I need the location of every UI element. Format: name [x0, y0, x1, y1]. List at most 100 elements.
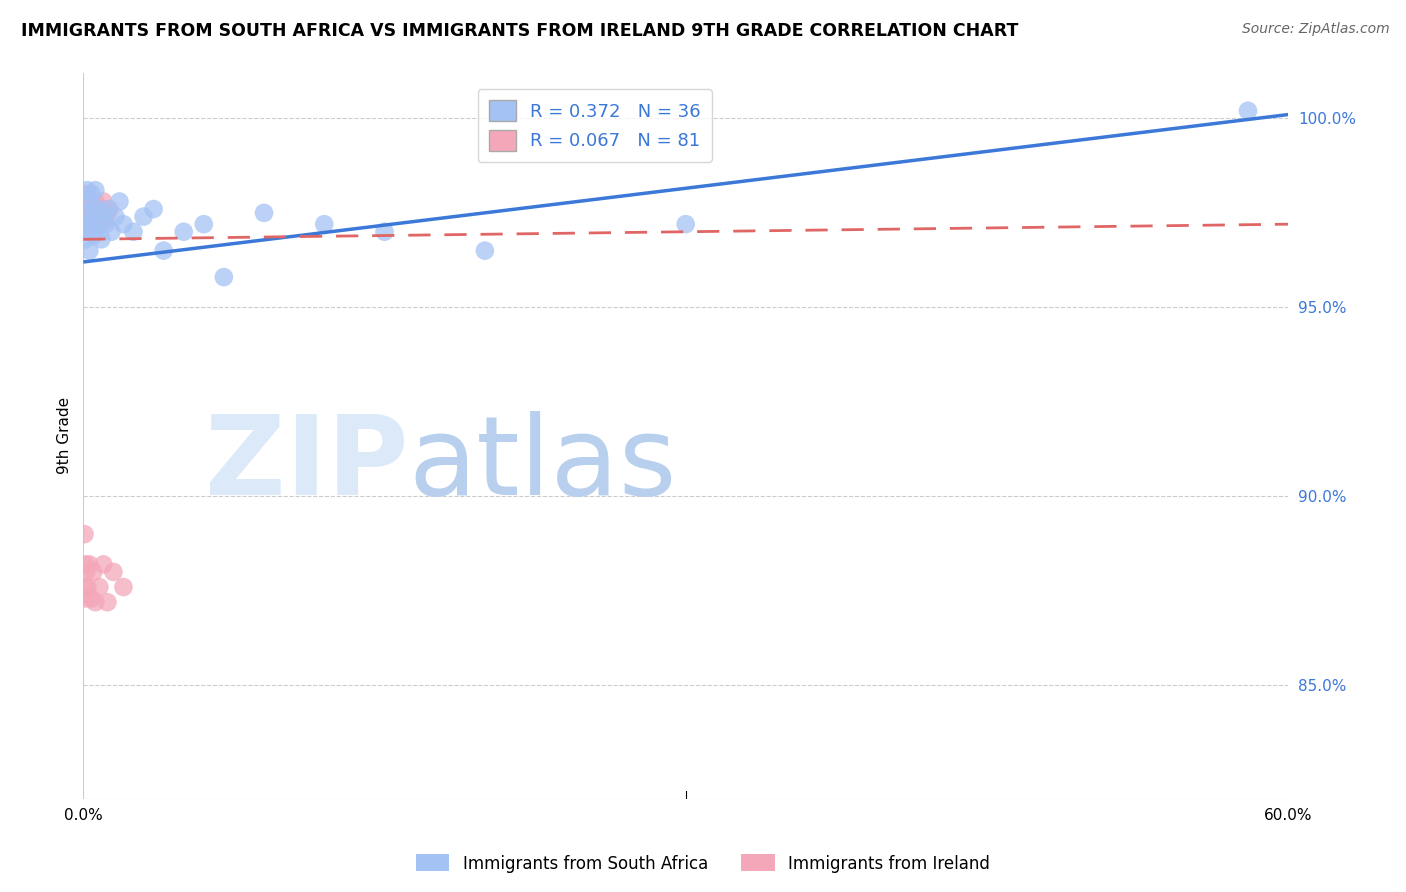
- Point: [76, 225, 98, 239]
- Point: [76, 202, 98, 216]
- Point: [79, 206, 101, 220]
- Point: [75, 591, 97, 606]
- Point: [75, 213, 97, 227]
- Point: [73, 213, 96, 227]
- Point: [73, 194, 96, 209]
- Point: [89, 217, 111, 231]
- Point: [75, 213, 97, 227]
- Legend: R = 0.372   N = 36, R = 0.067   N = 81: R = 0.372 N = 36, R = 0.067 N = 81: [478, 89, 711, 161]
- Point: [108, 194, 131, 209]
- Point: [90, 232, 112, 246]
- Point: [76, 206, 98, 220]
- Point: [104, 210, 127, 224]
- Point: [79, 202, 101, 216]
- Point: [73, 213, 96, 227]
- Point: [103, 565, 125, 579]
- Point: [80, 194, 103, 209]
- Text: atlas: atlas: [409, 411, 678, 518]
- Point: [75, 202, 97, 216]
- Point: [75, 194, 97, 209]
- Text: IMMIGRANTS FROM SOUTH AFRICA VS IMMIGRANTS FROM IRELAND 9TH GRADE CORRELATION CH: IMMIGRANTS FROM SOUTH AFRICA VS IMMIGRAN…: [21, 22, 1018, 40]
- Point: [82, 565, 104, 579]
- Point: [76, 194, 98, 209]
- Point: [73, 186, 96, 201]
- Point: [75, 206, 97, 220]
- Point: [96, 595, 118, 609]
- Point: [93, 206, 115, 220]
- Point: [122, 225, 145, 239]
- Point: [76, 206, 98, 220]
- Point: [75, 202, 97, 216]
- Text: Source: ZipAtlas.com: Source: ZipAtlas.com: [1241, 22, 1389, 37]
- Point: [75, 194, 97, 209]
- Point: [73, 217, 96, 231]
- Point: [89, 580, 111, 594]
- Point: [82, 202, 104, 216]
- Point: [82, 206, 104, 220]
- Point: [76, 202, 98, 216]
- Point: [86, 202, 108, 216]
- Point: [76, 580, 98, 594]
- Point: [84, 183, 107, 197]
- Point: [96, 206, 118, 220]
- Point: [96, 202, 118, 216]
- Point: [75, 206, 97, 220]
- Point: [142, 202, 165, 216]
- Point: [76, 206, 98, 220]
- Point: [73, 202, 96, 216]
- Text: ZIP: ZIP: [205, 411, 409, 518]
- Point: [90, 202, 112, 216]
- Point: [80, 213, 103, 227]
- Point: [73, 194, 96, 209]
- Point: [93, 194, 115, 209]
- Point: [75, 202, 97, 216]
- Point: [76, 194, 98, 209]
- Point: [75, 202, 97, 216]
- Point: [73, 527, 96, 541]
- Point: [82, 228, 104, 243]
- Legend: Immigrants from South Africa, Immigrants from Ireland: Immigrants from South Africa, Immigrants…: [409, 847, 997, 880]
- Point: [84, 595, 107, 609]
- Point: [373, 225, 395, 239]
- Point: [79, 213, 101, 227]
- Point: [73, 206, 96, 220]
- Point: [73, 217, 96, 231]
- Point: [80, 186, 103, 201]
- Point: [75, 565, 97, 579]
- Point: [193, 217, 215, 231]
- Point: [75, 558, 97, 572]
- Point: [75, 217, 97, 231]
- Point: [212, 270, 235, 285]
- Point: [73, 202, 96, 216]
- Point: [73, 213, 96, 227]
- Point: [73, 217, 96, 231]
- Point: [1237, 103, 1260, 118]
- Point: [79, 217, 101, 231]
- Point: [675, 217, 697, 231]
- Point: [83, 202, 105, 216]
- Point: [173, 225, 195, 239]
- Point: [89, 217, 111, 231]
- Point: [112, 580, 135, 594]
- Point: [84, 194, 107, 209]
- Point: [82, 206, 104, 220]
- Point: [73, 206, 96, 220]
- Point: [112, 217, 135, 231]
- Point: [75, 213, 97, 227]
- Point: [98, 202, 121, 216]
- Point: [79, 558, 101, 572]
- Point: [80, 591, 103, 606]
- Point: [73, 202, 96, 216]
- Point: [79, 244, 101, 258]
- Point: [73, 217, 96, 231]
- Point: [76, 217, 98, 231]
- Point: [76, 217, 98, 231]
- Point: [73, 202, 96, 216]
- Point: [152, 244, 174, 258]
- Point: [79, 194, 101, 209]
- Point: [76, 183, 98, 197]
- Point: [75, 217, 97, 231]
- Point: [80, 217, 103, 231]
- Point: [75, 232, 97, 246]
- Point: [79, 202, 101, 216]
